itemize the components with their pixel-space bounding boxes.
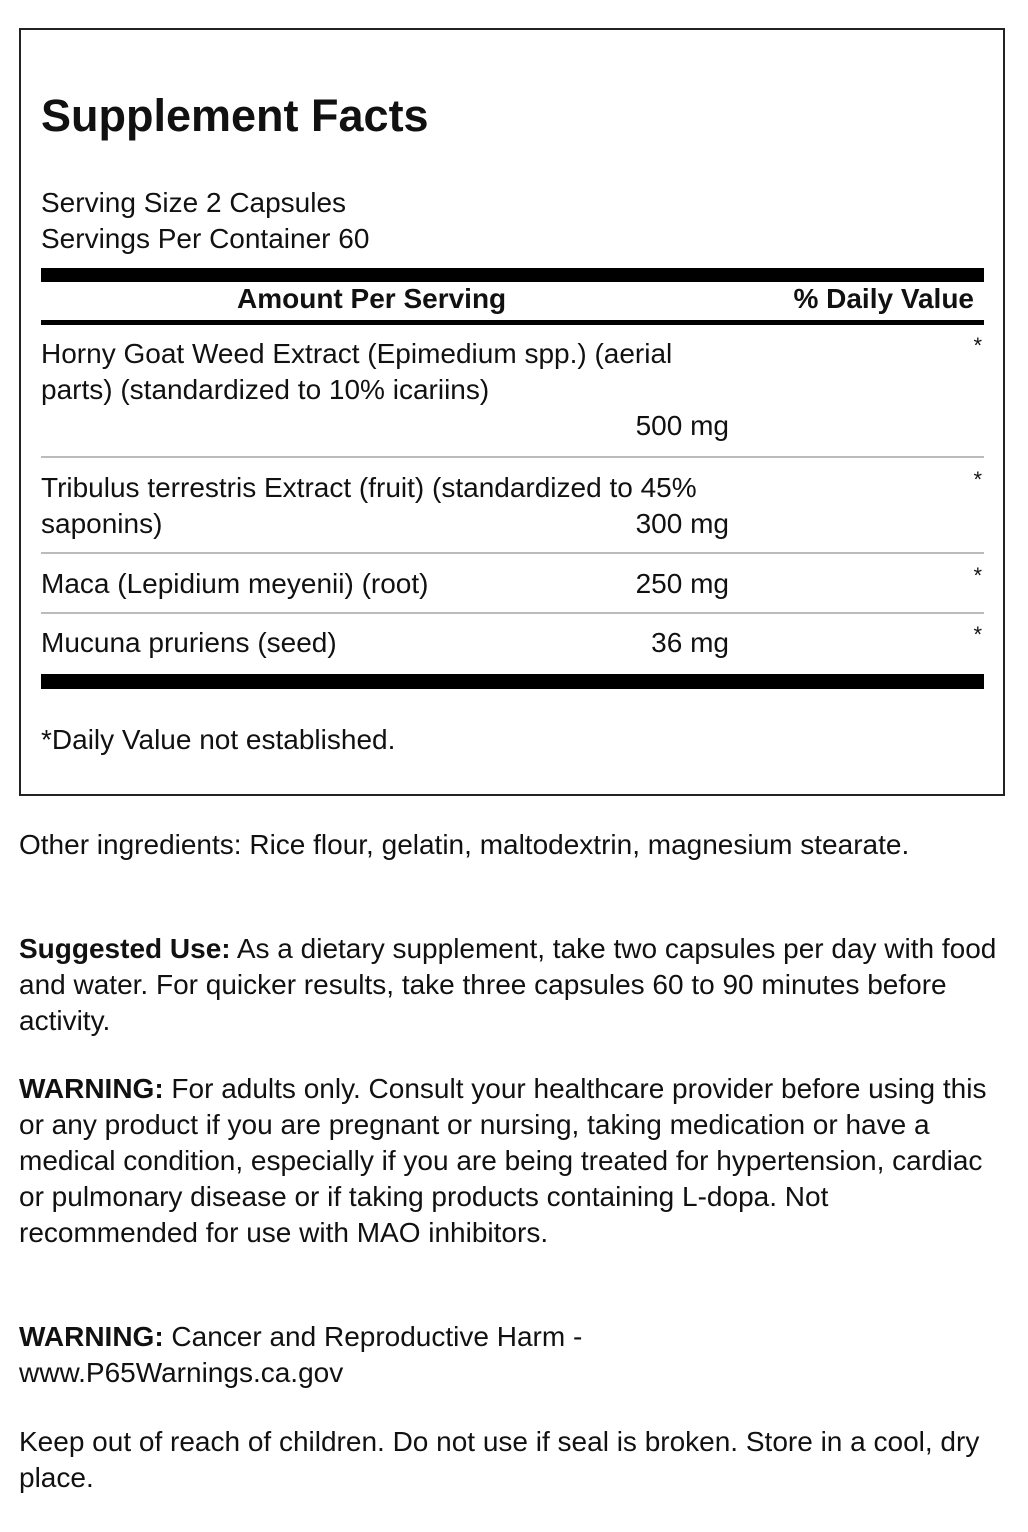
ingredient-name: Mucuna pruriens (seed): [41, 627, 337, 658]
ingredient-name: Tribulus terrestris Extract (fruit) (sta…: [41, 472, 697, 539]
suggested-use-text: As a dietary supplement, take two capsul…: [19, 933, 997, 1036]
warning-general: WARNING: For adults only. Consult your h…: [19, 1071, 1009, 1251]
row-divider: [41, 612, 984, 614]
row-divider: [41, 552, 984, 554]
header-amount: Amount Per Serving: [237, 283, 507, 314]
table-row: Mucuna pruriens (seed) 36 mg *: [41, 622, 984, 661]
suggested-use-label: Suggested Use:: [19, 933, 231, 964]
warning-label: WARNING:: [19, 1321, 164, 1352]
panel-title: Supplement Facts: [41, 90, 429, 141]
table-row: Horny Goat Weed Extract (Epimedium spp.)…: [41, 333, 984, 444]
suggested-use: Suggested Use: As a dietary supplement, …: [19, 931, 1009, 1039]
daily-value: *: [973, 467, 982, 492]
row-divider: [41, 456, 984, 458]
table-row: Maca (Lepidium meyenii) (root) 250 mg *: [41, 563, 984, 602]
serving-size: Serving Size 2 Capsules: [41, 187, 347, 218]
ingredient-amount: 36 mg: [651, 627, 729, 658]
supplement-facts-panel: Supplement Facts Serving Size 2 Capsules…: [19, 28, 1005, 796]
ingredient-name: Maca (Lepidium meyenii) (root): [41, 568, 429, 599]
ingredient-amount: 250 mg: [635, 568, 729, 599]
storage-instructions: Keep out of reach of children. Do not us…: [19, 1426, 980, 1493]
daily-value: *: [973, 333, 982, 358]
warning-text: For adults only. Consult your healthcare…: [19, 1073, 987, 1248]
other-ingredients: Other ingredients: Rice flour, gelatin, …: [19, 829, 910, 860]
thick-divider: [41, 268, 984, 282]
header-daily-value: % Daily Value: [793, 283, 974, 314]
daily-value: *: [973, 563, 982, 588]
ingredient-amount: 500 mg: [635, 410, 729, 441]
thick-divider: [41, 674, 984, 689]
daily-value: *: [973, 622, 982, 647]
table-header: Amount Per Serving % Daily Value: [41, 283, 984, 319]
ingredient-amount: 300 mg: [635, 508, 729, 539]
warning-text: Cancer and Reproductive Harm - www.P65Wa…: [19, 1321, 583, 1388]
header-divider: [41, 320, 984, 325]
table-row: Tribulus terrestris Extract (fruit) (sta…: [41, 467, 984, 542]
serving-info: Serving Size 2 Capsules Servings Per Con…: [41, 185, 369, 257]
warning-prop65: WARNING: Cancer and Reproductive Harm - …: [19, 1319, 699, 1391]
warning-label: WARNING:: [19, 1073, 164, 1104]
servings-per-container: Servings Per Container 60: [41, 223, 370, 254]
ingredient-name: Horny Goat Weed Extract (Epimedium spp.)…: [41, 338, 673, 405]
footnote: *Daily Value not established.: [41, 724, 396, 755]
